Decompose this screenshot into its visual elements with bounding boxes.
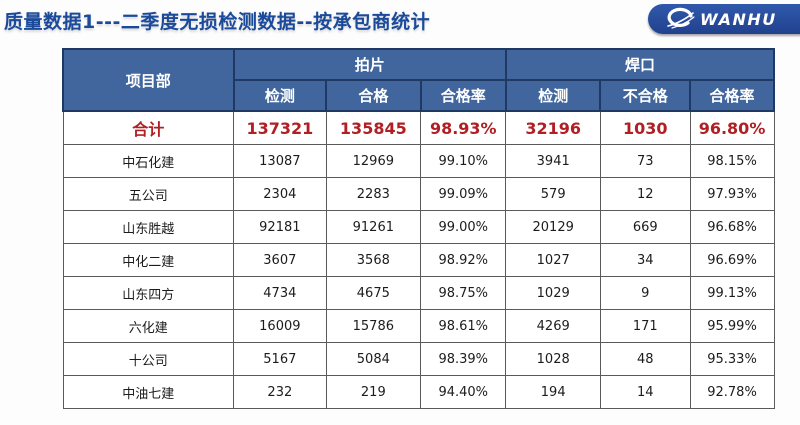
cell-film-rate: 99.10% bbox=[420, 144, 507, 178]
cell-film-rate: 99.09% bbox=[420, 177, 507, 211]
cell-film-pass: 12969 bbox=[325, 144, 422, 178]
cell-weld-fail: 73 bbox=[599, 144, 691, 178]
cell-weld-inspect: 3941 bbox=[505, 144, 601, 178]
cell-film-inspect: 92181 bbox=[233, 210, 327, 244]
header-sub-row: 检测 合格 合格率 检测 不合格 合格率 bbox=[63, 79, 775, 112]
table-row: 六化建 16009 15786 98.61% 4269 171 95.99% bbox=[62, 309, 775, 343]
cell-film-inspect: 13087 bbox=[233, 144, 327, 178]
row-label: 中化二建 bbox=[62, 243, 235, 277]
cell-weld-rate: 98.15% bbox=[689, 144, 775, 178]
cell-weld-rate: 97.93% bbox=[689, 177, 775, 211]
cell-weld-inspect: 4269 bbox=[505, 309, 601, 343]
header-film-inspect: 检测 bbox=[232, 79, 328, 112]
cell-weld-rate: 96.68% bbox=[689, 210, 775, 244]
header-weld-inspect: 检测 bbox=[504, 79, 602, 112]
cell-film-rate: 98.39% bbox=[420, 342, 507, 376]
cell-weld-inspect: 1029 bbox=[505, 276, 601, 310]
quality-data-table: 项目部 拍片 焊口 检测 合格 合格率 检测 不合格 合格率 合计 137321… bbox=[62, 48, 776, 409]
cell-film-pass: 3568 bbox=[325, 243, 422, 277]
table-row: 中化二建 3607 3568 98.92% 1027 34 96.69% bbox=[62, 243, 775, 277]
cell-film-pass: 135845 bbox=[325, 110, 422, 145]
header-project-dept: 项目部 bbox=[62, 48, 235, 112]
cell-weld-inspect: 579 bbox=[505, 177, 601, 211]
table-row: 十公司 5167 5084 98.39% 1028 48 95.33% bbox=[62, 342, 775, 376]
cell-weld-inspect: 32196 bbox=[505, 110, 601, 145]
row-label: 山东胜越 bbox=[62, 210, 235, 244]
cell-weld-fail: 14 bbox=[599, 375, 691, 409]
cell-film-inspect: 3607 bbox=[233, 243, 327, 277]
cell-film-inspect: 4734 bbox=[233, 276, 327, 310]
header-film-pass: 合格 bbox=[325, 79, 422, 112]
cell-weld-inspect: 194 bbox=[505, 375, 601, 409]
cell-film-pass: 91261 bbox=[325, 210, 422, 244]
header-group-weld: 焊口 bbox=[504, 48, 776, 81]
cell-film-pass: 15786 bbox=[325, 309, 422, 343]
cell-weld-rate: 92.78% bbox=[689, 375, 775, 409]
row-label: 山东四方 bbox=[62, 276, 235, 310]
cell-weld-fail: 34 bbox=[599, 243, 691, 277]
cell-weld-inspect: 20129 bbox=[505, 210, 601, 244]
cell-film-rate: 98.61% bbox=[420, 309, 507, 343]
cell-film-pass: 4675 bbox=[325, 276, 422, 310]
cell-weld-fail: 171 bbox=[599, 309, 691, 343]
cell-weld-fail: 9 bbox=[599, 276, 691, 310]
table-row: 山东四方 4734 4675 98.75% 1029 9 99.13% bbox=[62, 276, 775, 310]
company-logo: WANHU bbox=[648, 4, 800, 34]
cell-film-pass: 5084 bbox=[325, 342, 422, 376]
cell-weld-fail: 669 bbox=[599, 210, 691, 244]
row-label: 五公司 bbox=[62, 177, 235, 211]
cell-weld-rate: 99.13% bbox=[689, 276, 775, 310]
cell-film-inspect: 2304 bbox=[233, 177, 327, 211]
table-header: 项目部 拍片 焊口 检测 合格 合格率 检测 不合格 合格率 bbox=[62, 48, 776, 112]
table-row-total: 合计 137321 135845 98.93% 32196 1030 96.80… bbox=[62, 110, 775, 145]
row-label: 中油七建 bbox=[62, 375, 235, 409]
row-label: 合计 bbox=[62, 110, 235, 145]
cell-weld-inspect: 1028 bbox=[505, 342, 601, 376]
table-row: 中石化建 13087 12969 99.10% 3941 73 98.15% bbox=[62, 144, 775, 178]
cell-weld-fail: 12 bbox=[599, 177, 691, 211]
logo-text: WANHU bbox=[700, 9, 777, 29]
table-row: 五公司 2304 2283 99.09% 579 12 97.93% bbox=[62, 177, 775, 211]
header-group-film: 拍片 bbox=[232, 48, 507, 81]
cell-weld-fail: 1030 bbox=[599, 110, 691, 145]
cell-film-inspect: 232 bbox=[233, 375, 327, 409]
cell-weld-rate: 95.33% bbox=[689, 342, 775, 376]
cell-weld-fail: 48 bbox=[599, 342, 691, 376]
cell-film-pass: 2283 bbox=[325, 177, 422, 211]
header-weld-rate: 合格率 bbox=[689, 79, 775, 112]
cell-weld-inspect: 1027 bbox=[505, 243, 601, 277]
cell-film-inspect: 16009 bbox=[233, 309, 327, 343]
row-label: 六化建 bbox=[62, 309, 235, 343]
cell-weld-rate: 96.80% bbox=[689, 110, 775, 145]
page-title: 质量数据1---二季度无损检测数据--按承包商统计 bbox=[4, 11, 431, 33]
cell-film-pass: 219 bbox=[325, 375, 422, 409]
cell-weld-rate: 95.99% bbox=[689, 309, 775, 343]
table-row: 中油七建 232 219 94.40% 194 14 92.78% bbox=[62, 375, 775, 409]
logo-swoosh-icon bbox=[667, 7, 695, 29]
row-label: 中石化建 bbox=[62, 144, 235, 178]
cell-film-rate: 98.92% bbox=[420, 243, 507, 277]
cell-film-rate: 98.75% bbox=[420, 276, 507, 310]
cell-film-rate: 99.00% bbox=[420, 210, 507, 244]
table-row: 山东胜越 92181 91261 99.00% 20129 669 96.68% bbox=[62, 210, 775, 244]
cell-film-rate: 98.93% bbox=[420, 110, 507, 145]
row-label: 十公司 bbox=[62, 342, 235, 376]
header-group-row: 项目部 拍片 焊口 bbox=[62, 48, 776, 112]
cell-weld-rate: 96.69% bbox=[689, 243, 775, 277]
header-film-rate: 合格率 bbox=[419, 79, 507, 112]
cell-film-inspect: 137321 bbox=[233, 110, 327, 145]
cell-film-rate: 94.40% bbox=[420, 375, 507, 409]
header-weld-fail: 不合格 bbox=[599, 79, 692, 112]
cell-film-inspect: 5167 bbox=[233, 342, 327, 376]
